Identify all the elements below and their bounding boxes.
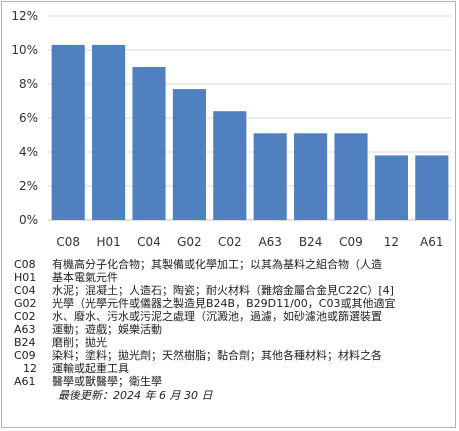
- bar-C08: [51, 44, 85, 221]
- x-tick-label: C08: [56, 235, 80, 249]
- legend-description: 磨削；拋光: [52, 336, 107, 349]
- legend-item: C08 有機高分子化合物；其製備或化學加工；以其為基料之組合物（人造: [14, 258, 454, 271]
- legend-item: C04 水泥；混凝土；人造石；陶瓷；耐火材料（難熔金屬合金見C22C）[4]: [14, 284, 454, 297]
- x-tick-label: 12: [384, 235, 399, 249]
- legend-description: 光學（光學元件或儀器之製造見B24B，B29D11/00，C03或其他適宜: [52, 297, 396, 310]
- legend-description: 染料；塗料；拋光劑；天然樹脂；黏合劑；其他各種材料；材料之各: [52, 349, 382, 362]
- legend-item: C09 染料；塗料；拋光劑；天然樹脂；黏合劑；其他各種材料；材料之各: [14, 349, 454, 362]
- x-tick-label: H01: [96, 235, 120, 249]
- bar-12: [374, 155, 408, 220]
- legend-description: 水泥；混凝土；人造石；陶瓷；耐火材料（難熔金屬合金見C22C）[4]: [52, 284, 394, 297]
- y-tick-label: 2%: [19, 179, 38, 193]
- legend-item: A63 運動；遊戲；娛樂活動: [14, 323, 454, 336]
- legend-code: A61: [14, 375, 36, 388]
- legend-description: 有機高分子化合物；其製備或化學加工；以其為基料之組合物（人造: [52, 258, 382, 271]
- last-updated: 最後更新：2024 年 6 月 30 日: [58, 389, 213, 402]
- y-tick-label: 8%: [19, 77, 38, 91]
- legend-code: A63: [14, 323, 36, 336]
- legend-item: B24 磨削；拋光: [14, 336, 454, 349]
- legend: C08 有機高分子化合物；其製備或化學加工；以其為基料之組合物（人造 H01 基本電氣…: [14, 258, 454, 402]
- legend-description: 醫學或獸醫學；衛生學: [52, 375, 162, 388]
- x-tick-label: C09: [339, 235, 363, 249]
- x-tick-label: B24: [299, 235, 323, 249]
- legend-code: C02: [14, 310, 36, 323]
- x-tick-label: G02: [177, 235, 202, 249]
- bar-C09: [334, 133, 368, 220]
- legend-code: C09: [14, 349, 36, 362]
- bar-A61: [415, 155, 449, 220]
- legend-description: 水、廢水、污水或污泥之處理（沉澱池，過濾，如砂濾池或篩選裝置: [52, 310, 382, 323]
- y-tick-label: 10%: [11, 43, 38, 57]
- y-tick-label: 4%: [19, 145, 38, 159]
- bar-C04: [132, 67, 166, 220]
- legend-description: 基本電氣元件: [52, 271, 118, 284]
- y-tick-label: 12%: [11, 9, 38, 23]
- x-tick-label: A63: [258, 235, 281, 249]
- legend-code: B24: [14, 336, 36, 349]
- legend-code: G02: [14, 297, 37, 310]
- bar-C02: [213, 111, 247, 220]
- legend-item: A61 醫學或獸醫學；衛生學: [14, 375, 454, 388]
- legend-code: C04: [14, 284, 36, 297]
- bar-H01: [92, 44, 126, 221]
- bar-G02: [172, 89, 206, 220]
- legend-item: G02 光學（光學元件或儀器之製造見B24B，B29D11/00，C03或其他適宜: [14, 297, 454, 310]
- legend-item: 12 運輸或起重工具: [14, 362, 454, 375]
- legend-code: 12: [23, 362, 37, 375]
- bar-A63: [253, 133, 287, 220]
- y-tick-label: 0%: [19, 213, 38, 227]
- bar-chart: 0%2%4%6%8%10%12% C08 H01 C04 G02 C02 A63 B24 C0…: [11, 9, 452, 249]
- y-tick-label: 6%: [19, 111, 38, 125]
- legend-code: C08: [14, 258, 36, 271]
- x-tick-label: A61: [420, 235, 443, 249]
- x-tick-label: C04: [137, 235, 161, 249]
- x-tick-label: C02: [218, 235, 242, 249]
- legend-item: H01 基本電氣元件: [14, 271, 454, 284]
- y-axis-ticks: 0% 2% 4% 6% 8% 10% 12%: [11, 9, 38, 227]
- bar-B24: [294, 133, 328, 220]
- legend-code: H01: [14, 271, 37, 284]
- bars: [51, 44, 449, 221]
- legend-description: 運動；遊戲；娛樂活動: [52, 323, 162, 336]
- legend-description: 運輸或起重工具: [52, 362, 129, 375]
- x-axis-ticks: C08 H01 C04 G02 C02 A63 B24 C09 12 A61: [56, 235, 443, 249]
- legend-item: C02 水、廢水、污水或污泥之處理（沉澱池，過濾，如砂濾池或篩選裝置: [14, 310, 454, 323]
